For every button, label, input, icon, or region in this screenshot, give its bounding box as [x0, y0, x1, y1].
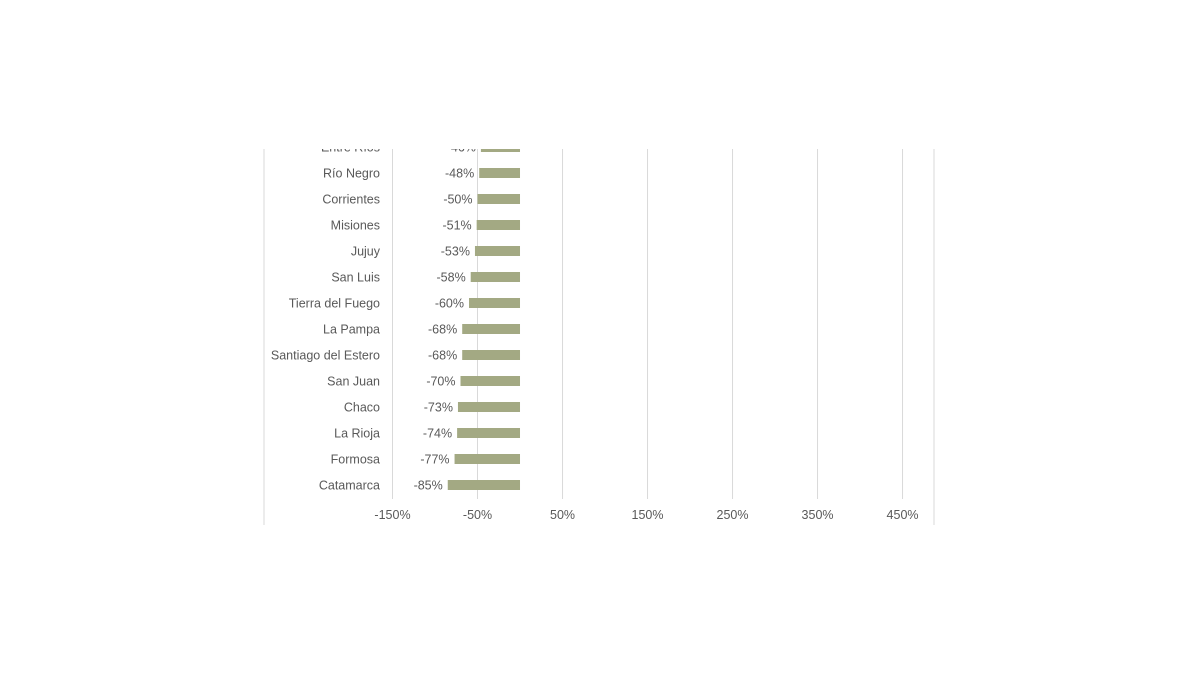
bar [457, 402, 521, 412]
data-label: -77% [420, 453, 449, 467]
x-tick-label: 250% [717, 508, 749, 522]
x-tick-label: -150% [374, 508, 410, 522]
x-tick-label: 450% [887, 508, 919, 522]
x-tick-label: 150% [632, 508, 664, 522]
x-tick-label: 350% [802, 508, 834, 522]
bar [479, 168, 521, 178]
category-label: Formosa [331, 453, 380, 467]
bar [470, 272, 521, 282]
bar [480, 149, 521, 152]
data-label: -46% [447, 141, 476, 155]
data-label: -48% [445, 167, 474, 181]
category-label: San Luis [331, 271, 380, 285]
bar [469, 298, 521, 308]
data-label: -60% [435, 297, 464, 311]
data-labels: -46% -48% -50% -51% -53% -58% -60% -68% -68% -70%… [414, 141, 476, 493]
bar [476, 220, 521, 230]
category-label: La Rioja [334, 427, 380, 441]
bar [477, 194, 521, 204]
data-label: -51% [442, 219, 471, 233]
category-label: Tierra del Fuego [289, 297, 380, 311]
data-label: -68% [428, 323, 457, 337]
bar [474, 246, 521, 256]
category-label: Catamarca [319, 479, 380, 493]
data-label: -53% [441, 245, 470, 259]
bar [462, 350, 521, 360]
category-label: Corrientes [322, 193, 380, 207]
data-label: -50% [443, 193, 472, 207]
bar [457, 428, 521, 438]
category-label: Misiones [331, 219, 380, 233]
x-tick-label: -50% [463, 508, 492, 522]
category-label: Santiago del Estero [271, 349, 380, 363]
category-labels: Entre Ríos Río Negro Corrientes Misiones Juj… [271, 141, 381, 493]
bar [460, 376, 521, 386]
category-label: Río Negro [323, 167, 380, 181]
data-label: -85% [414, 479, 443, 493]
bar [462, 324, 521, 334]
data-label: -74% [423, 427, 452, 441]
data-label: -58% [437, 271, 466, 285]
category-label: Jujuy [351, 245, 381, 259]
data-label: -70% [426, 375, 455, 389]
data-label: -73% [424, 401, 453, 415]
x-tick-label: 50% [550, 508, 575, 522]
x-axis-tick-labels: -150% -50% 50% 150% 250% 350% 450% [374, 508, 918, 522]
bar [454, 454, 521, 464]
category-label: Chaco [344, 401, 380, 415]
category-label: Entre Ríos [321, 141, 380, 155]
bars [447, 149, 521, 490]
category-label: La Pampa [323, 323, 380, 337]
data-label: -68% [428, 349, 457, 363]
bar [447, 480, 521, 490]
gridlines [392, 149, 904, 499]
category-label: San Juan [327, 375, 380, 389]
